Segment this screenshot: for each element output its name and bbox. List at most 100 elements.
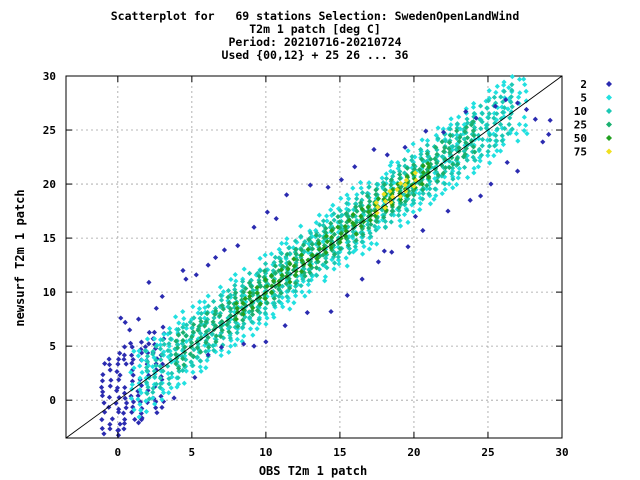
- density-point-5: [336, 261, 342, 267]
- density-point-25: [382, 187, 388, 193]
- density-point-25: [217, 312, 223, 319]
- density-point-10: [396, 207, 402, 214]
- density-point-2: [159, 377, 165, 383]
- density-point-50: [233, 300, 239, 306]
- density-point-50: [276, 278, 282, 284]
- density-point-10: [461, 126, 468, 132]
- density-point-50: [309, 252, 316, 258]
- density-point-10: [246, 270, 253, 276]
- density-point-5: [462, 142, 468, 148]
- density-point-50: [395, 181, 401, 187]
- density-point-5: [493, 117, 500, 123]
- density-point-25: [219, 327, 225, 333]
- density-point-25: [187, 351, 194, 357]
- density-point-10: [284, 293, 290, 300]
- density-point-50: [420, 169, 426, 176]
- density-point-5: [239, 338, 245, 344]
- density-point-25: [278, 259, 284, 265]
- density-point-5: [129, 386, 135, 392]
- density-point-5: [135, 396, 141, 402]
- density-point-10: [461, 148, 467, 154]
- density-point-10: [494, 111, 500, 117]
- density-point-50: [242, 295, 248, 302]
- density-point-10: [165, 363, 171, 369]
- density-point-5: [324, 218, 330, 224]
- density-point-75: [413, 177, 419, 184]
- density-point-50: [278, 267, 285, 273]
- density-point-25: [344, 219, 350, 225]
- outlier-point: [467, 197, 473, 203]
- density-point-10: [427, 178, 433, 185]
- density-point-50: [365, 204, 371, 210]
- density-point-5: [228, 343, 234, 349]
- density-point-25: [173, 361, 179, 367]
- density-point-50: [324, 239, 330, 245]
- density-point-50: [316, 246, 322, 253]
- density-point-5: [427, 201, 434, 207]
- density-point-25: [457, 134, 463, 140]
- outlier-point: [503, 97, 509, 103]
- density-point-2: [121, 344, 128, 350]
- density-point-25: [195, 327, 201, 333]
- density-points: [98, 74, 530, 438]
- density-point-5: [157, 342, 164, 348]
- density-point-25: [220, 306, 226, 312]
- density-point-25: [442, 145, 448, 151]
- density-point-5: [521, 127, 527, 134]
- outlier-point: [328, 308, 334, 315]
- density-point-10: [354, 196, 360, 202]
- density-point-10: [339, 212, 345, 218]
- density-point-10: [191, 347, 197, 353]
- density-point-2: [138, 339, 145, 345]
- density-point-5: [241, 333, 247, 339]
- density-point-25: [315, 259, 321, 265]
- density-point-5: [131, 348, 137, 354]
- density-point-25: [194, 345, 201, 351]
- density-point-10: [316, 233, 323, 239]
- density-point-2: [130, 372, 136, 378]
- outlier-point: [307, 182, 313, 188]
- density-point-10: [239, 293, 245, 299]
- density-point-25: [174, 345, 181, 351]
- density-point-5: [433, 163, 440, 169]
- density-point-75: [382, 205, 388, 211]
- density-point-5: [379, 175, 385, 181]
- density-point-10: [272, 254, 278, 260]
- density-point-75: [387, 188, 393, 194]
- legend-label: 75: [574, 146, 587, 159]
- y-tick-label: 25: [43, 124, 56, 137]
- density-point-2: [159, 404, 165, 411]
- density-point-5: [250, 332, 256, 338]
- density-point-5: [228, 276, 234, 283]
- density-point-10: [410, 197, 416, 203]
- density-point-2: [144, 361, 150, 367]
- density-point-2: [106, 394, 113, 400]
- density-point-25: [196, 323, 202, 329]
- density-point-25: [397, 171, 403, 178]
- outlier-point: [122, 319, 128, 325]
- outlier-point: [532, 116, 538, 122]
- legend-marker: [606, 108, 612, 114]
- density-point-25: [181, 362, 187, 368]
- density-point-5: [143, 375, 149, 381]
- density-point-5: [471, 165, 477, 171]
- density-point-25: [449, 155, 455, 161]
- density-point-25: [235, 323, 241, 330]
- density-point-25: [240, 289, 247, 295]
- density-point-25: [306, 236, 312, 243]
- density-point-25: [357, 203, 363, 209]
- density-point-2: [114, 388, 120, 394]
- density-point-25: [231, 301, 237, 307]
- density-point-2: [102, 360, 108, 367]
- density-point-5: [424, 186, 430, 192]
- density-point-25: [434, 178, 441, 184]
- density-point-5: [521, 114, 527, 120]
- density-point-2: [99, 417, 105, 423]
- density-point-5: [137, 387, 143, 393]
- density-point-10: [498, 94, 504, 100]
- x-tick-label: 30: [555, 446, 568, 459]
- density-point-2: [99, 393, 106, 399]
- density-point-10: [472, 157, 478, 163]
- density-point-10: [461, 164, 468, 171]
- density-point-5: [232, 342, 238, 348]
